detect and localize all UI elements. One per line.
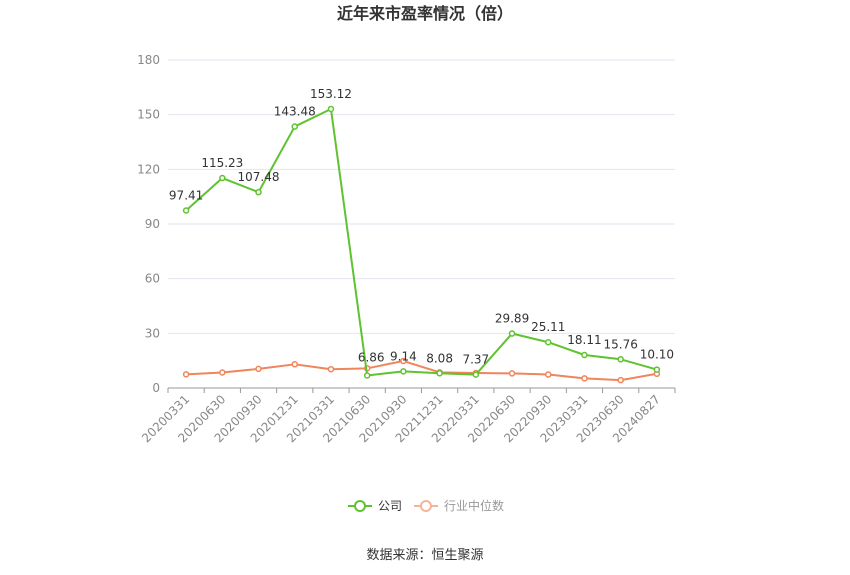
company-point: [617, 356, 624, 363]
company-point: [436, 370, 443, 377]
grid: [168, 59, 675, 334]
legend-label-industry-median: 行业中位数: [444, 498, 504, 513]
company-point: [545, 338, 552, 346]
legend-marker-industry-median: [420, 500, 432, 512]
y-axis: 0 30 60 90 120 150 180: [137, 53, 160, 395]
company-data-label: 6.86: [358, 350, 385, 364]
company-line: [185, 107, 658, 377]
legend[interactable]: 公司 行业中位数: [348, 498, 504, 513]
company-data-label: 25.11: [531, 320, 565, 334]
industry-median-point: [182, 371, 190, 378]
industry-median-point: [219, 369, 226, 376]
y-tick-label: 0: [152, 381, 160, 395]
x-axis: 2020033120200630202009302020123120210331…: [139, 387, 676, 445]
company-data-label: 153.12: [310, 87, 352, 101]
company-data-label: 10.10: [640, 348, 674, 362]
industry-median-point: [291, 361, 298, 368]
y-tick-label: 150: [137, 108, 160, 122]
company-point: [182, 207, 190, 214]
legend-item-industry-median[interactable]: 行业中位数: [414, 498, 504, 513]
series: [182, 105, 661, 384]
source-text: 数据来源：恒生聚源: [366, 548, 483, 563]
company-point: [363, 372, 371, 379]
company-data-label: 29.89: [495, 312, 529, 326]
company-data-label: 97.41: [169, 188, 203, 202]
industry-median-point: [581, 375, 588, 382]
company-data-label: 143.48: [274, 105, 316, 119]
company-data-label: 8.08: [426, 351, 453, 365]
company-point: [327, 105, 335, 113]
company-point: [653, 366, 661, 373]
company-data-label: 15.76: [603, 337, 637, 351]
y-tick-label: 180: [137, 53, 160, 67]
legend-item-company[interactable]: 公司: [348, 499, 402, 513]
y-tick-label: 90: [145, 217, 160, 231]
company-data-label: 9.14: [390, 349, 417, 363]
industry-median-point: [255, 365, 262, 373]
industry-median-point: [617, 376, 624, 384]
legend-label-company: 公司: [378, 499, 402, 513]
industry-median-line: [186, 360, 658, 382]
industry-median-point: [508, 370, 516, 377]
industry-median-point: [327, 365, 335, 373]
legend-marker-company: [354, 500, 366, 512]
company-point: [255, 188, 262, 196]
y-tick-label: 120: [137, 162, 160, 176]
company-point: [581, 351, 588, 359]
company-point: [291, 123, 298, 130]
company-point: [508, 330, 516, 337]
company-point: [219, 174, 226, 182]
company-data-label: 115.23: [201, 156, 243, 170]
y-tick-label: 30: [145, 326, 160, 340]
company-data-label: 107.48: [238, 170, 280, 184]
company-data-label: 18.11: [567, 333, 601, 347]
chart-title: 近年来市盈率情况（倍）: [337, 4, 513, 23]
industry-median-point: [400, 357, 407, 365]
y-tick-label: 60: [145, 272, 160, 286]
company-point: [472, 371, 480, 378]
industry-median-point: [545, 371, 552, 378]
company-data-label: 7.37: [462, 353, 489, 367]
company-point: [400, 368, 407, 375]
